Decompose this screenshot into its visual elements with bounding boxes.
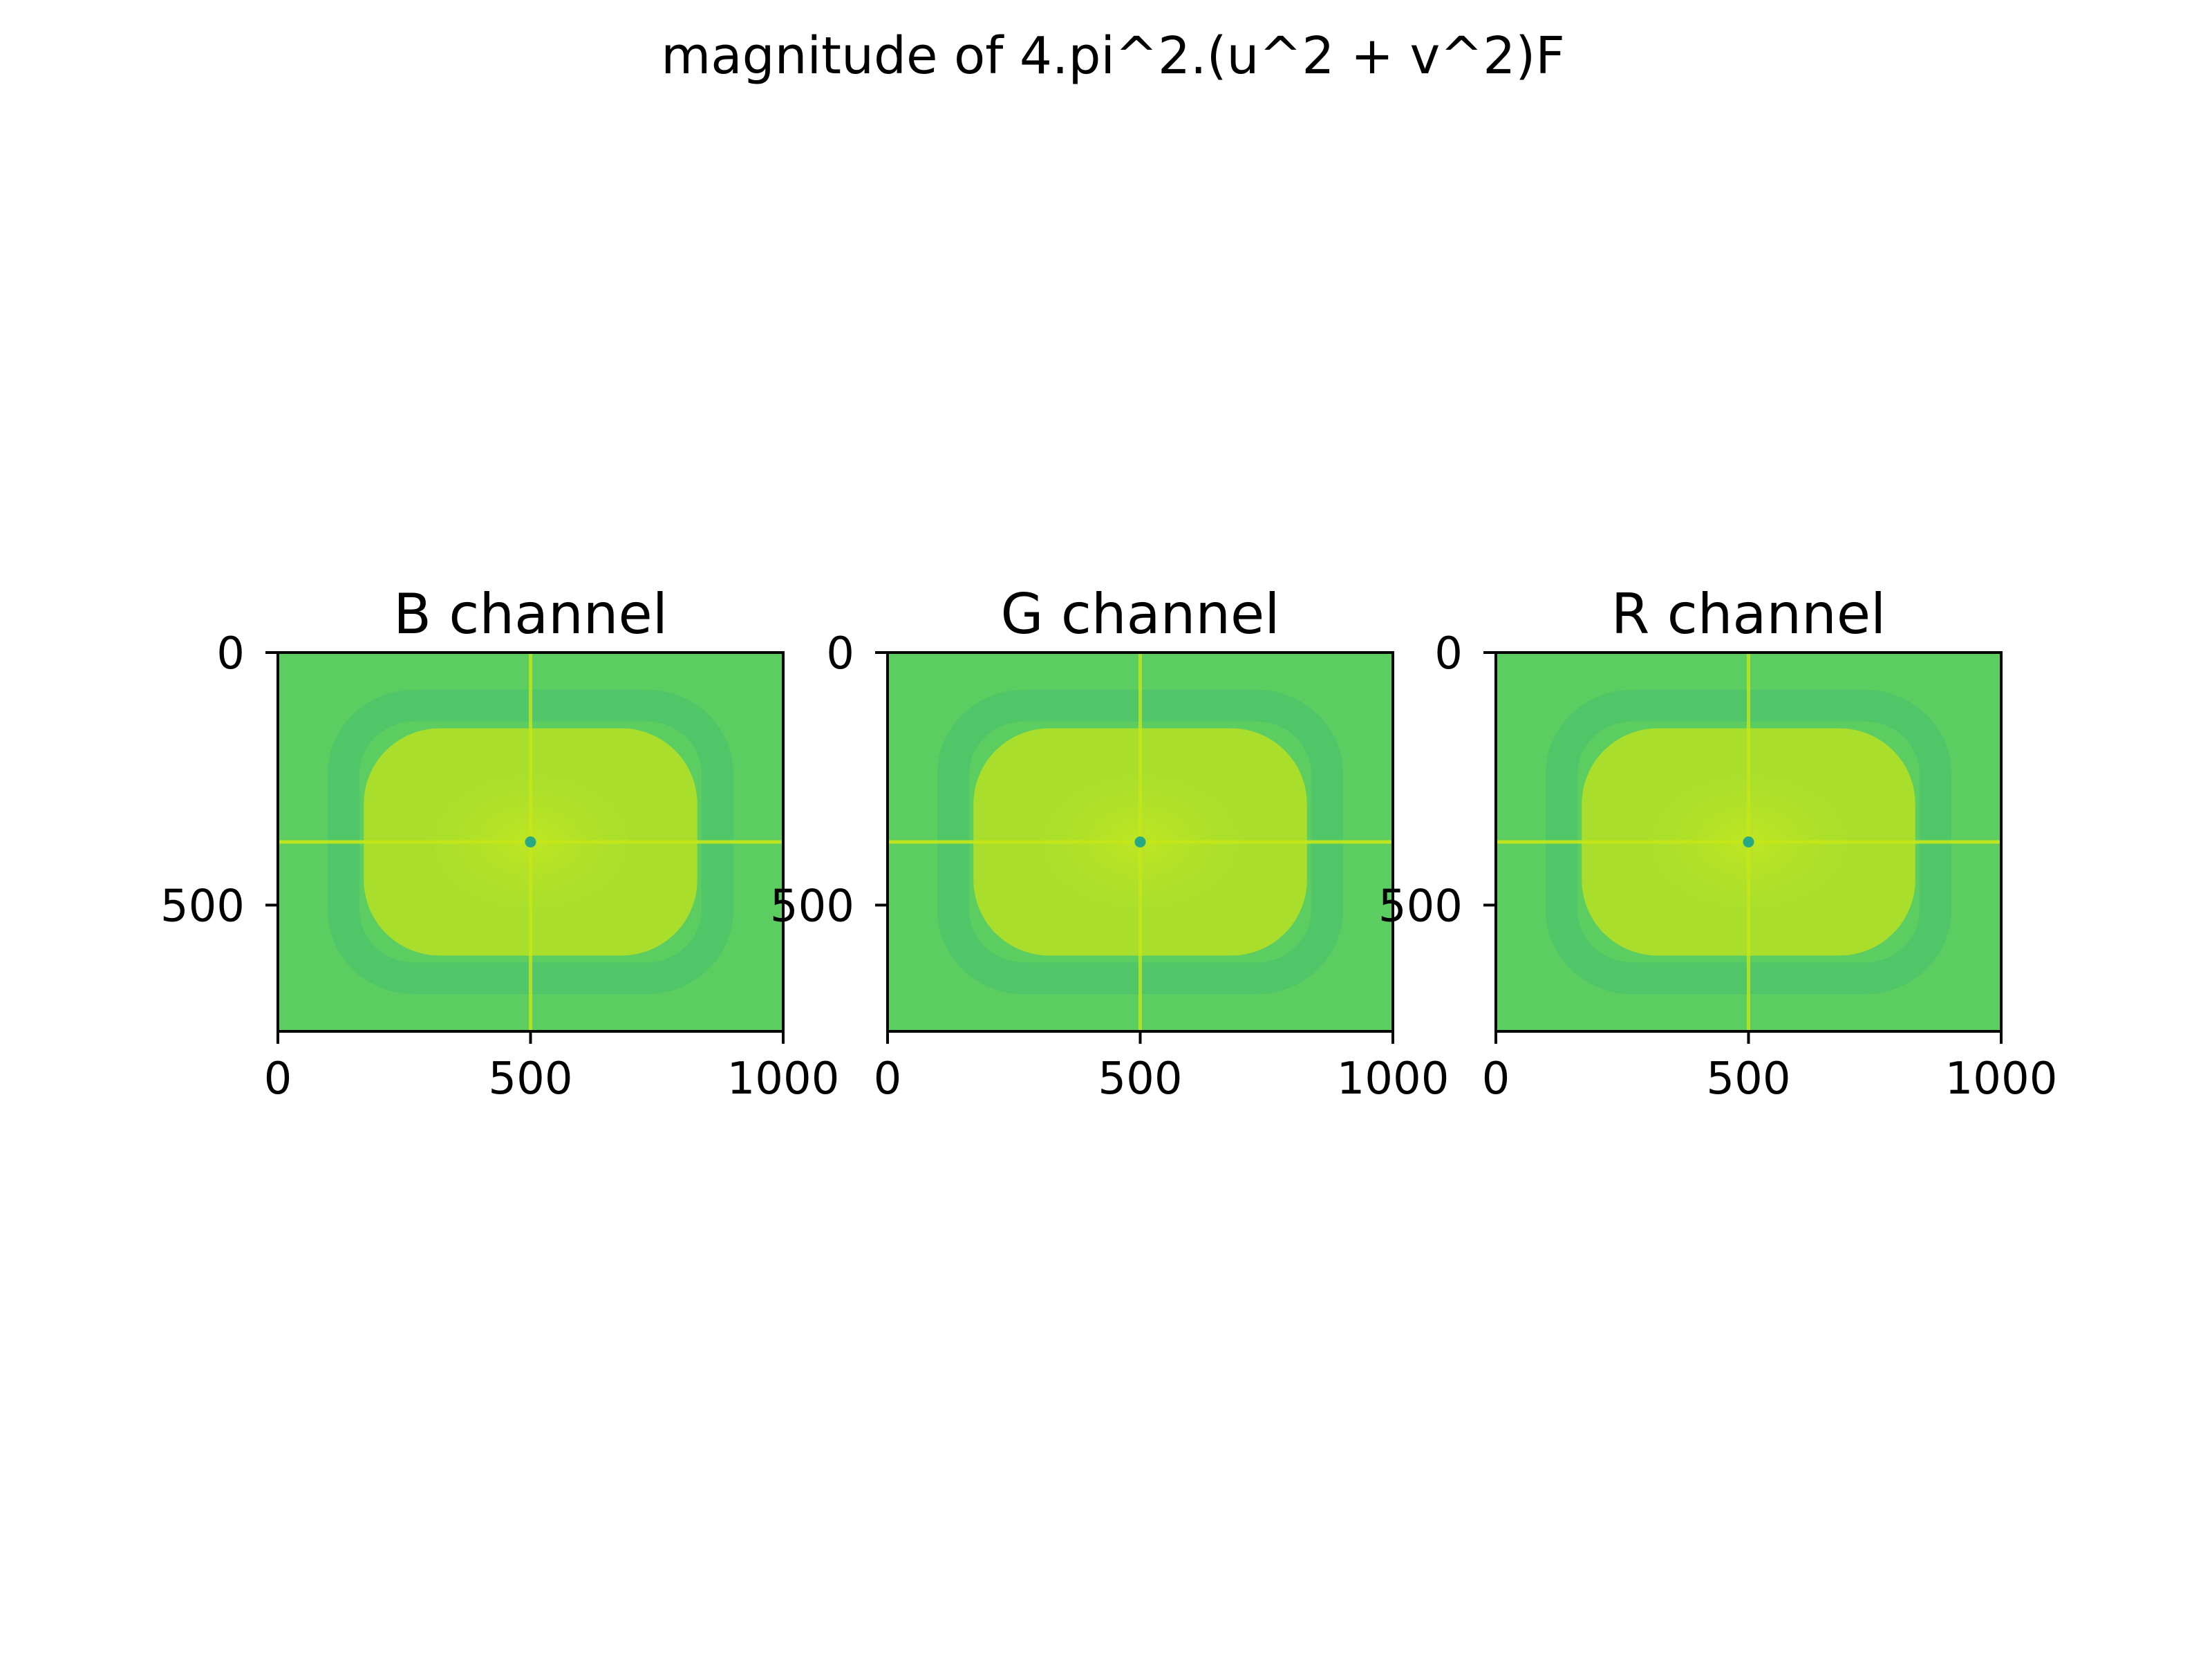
x-tick-label: 1000 — [1945, 1053, 2058, 1105]
center-dot — [1743, 836, 1754, 847]
y-tick-label: 500 — [1378, 881, 1463, 932]
x-tick-label: 1000 — [1337, 1053, 1450, 1105]
subplot-title: B channel — [393, 582, 668, 646]
x-tick-label: 0 — [874, 1053, 902, 1105]
y-tick-label: 0 — [826, 628, 854, 679]
x-tick-label: 0 — [1482, 1053, 1510, 1105]
x-tick-label: 500 — [488, 1053, 572, 1105]
subplot-panel: R channel 0 500 1000 0 500 — [1378, 582, 2058, 1105]
x-tick-label: 500 — [1098, 1053, 1182, 1105]
figure-suptitle: magnitude of 4.pi^2.(u^2 + v^2)F — [661, 26, 1565, 86]
y-tick-label: 0 — [1434, 628, 1463, 679]
y-tick-label: 500 — [770, 881, 854, 932]
y-tick-label: 500 — [160, 881, 245, 932]
subplot-panel: B channel 0 500 1000 0 500 — [160, 582, 840, 1105]
y-tick-label: 0 — [216, 628, 245, 679]
heatmap-image — [278, 653, 783, 1031]
center-dot — [525, 836, 536, 847]
heatmap-image — [888, 653, 1393, 1031]
x-tick-label: 500 — [1706, 1053, 1790, 1105]
subplot-title: G channel — [1001, 582, 1280, 646]
heatmap-image — [1496, 653, 2001, 1031]
subplot-title: R channel — [1611, 582, 1886, 646]
x-tick-label: 1000 — [727, 1053, 840, 1105]
center-dot — [1134, 836, 1146, 847]
x-tick-label: 0 — [264, 1053, 292, 1105]
subplot-panel: G channel 0 500 1000 0 500 — [770, 582, 1450, 1105]
